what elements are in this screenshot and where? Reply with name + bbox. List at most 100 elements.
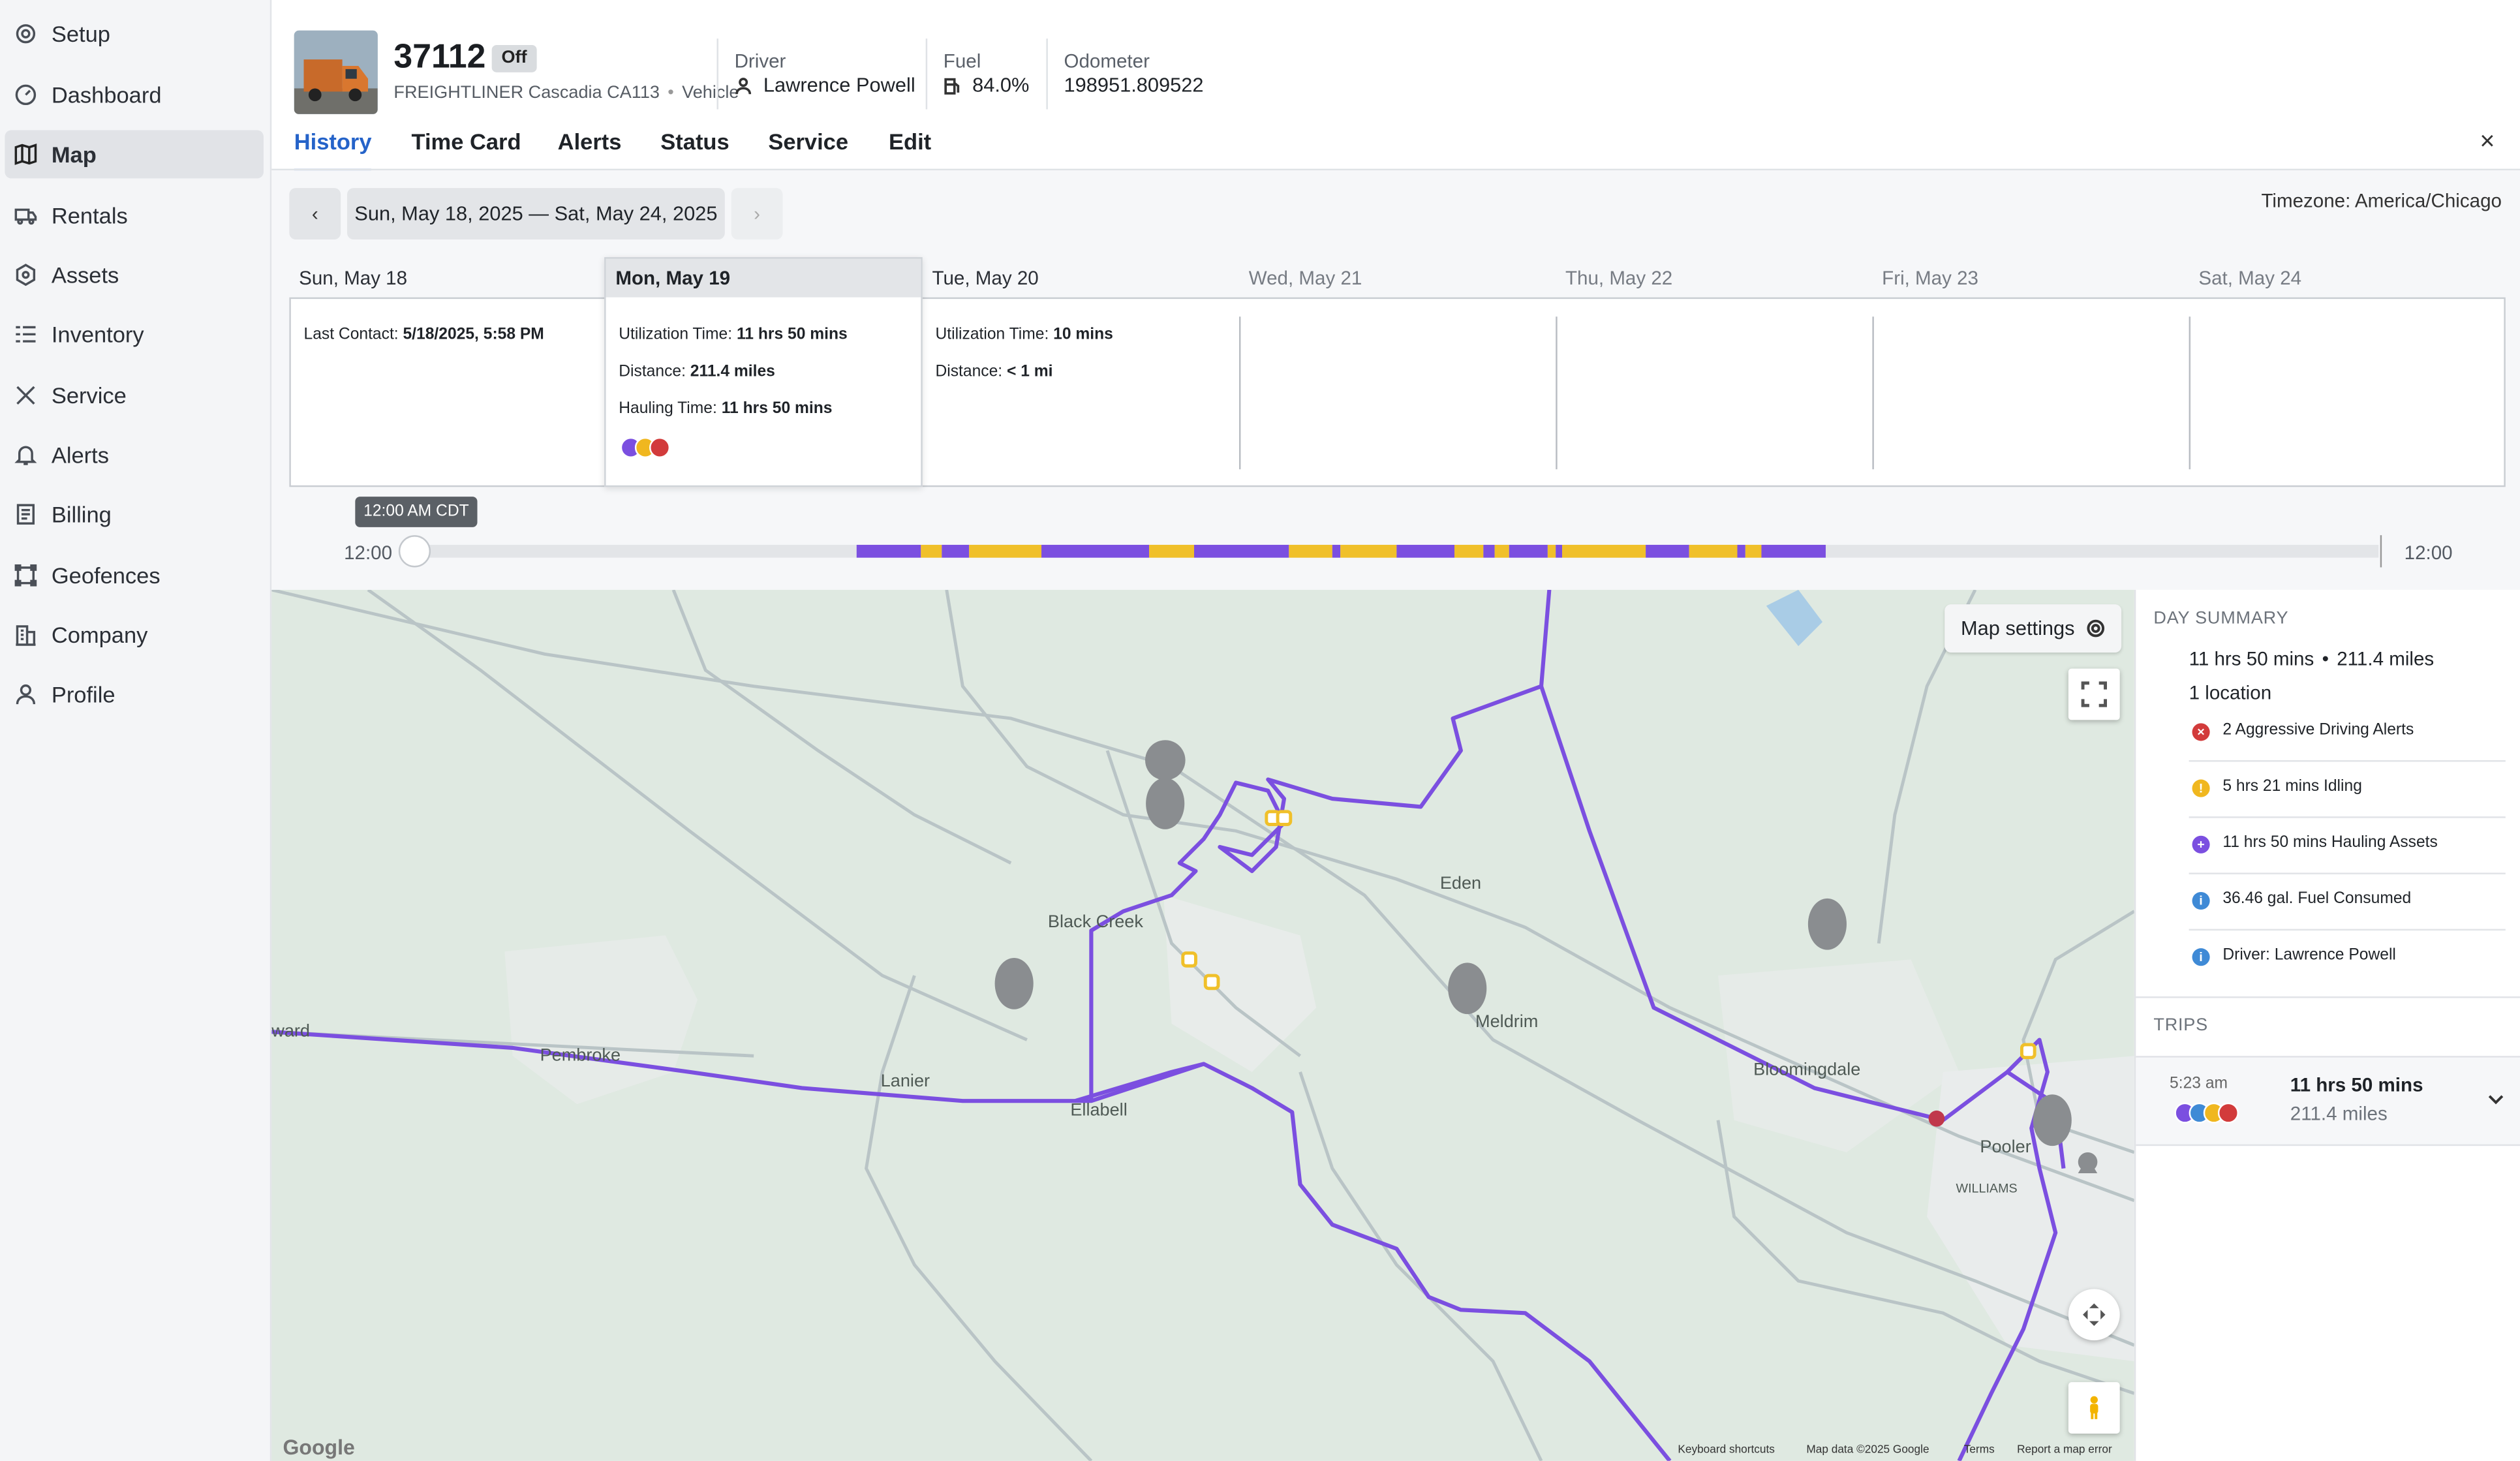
day-summary-locations: 1 location (2189, 681, 2272, 704)
map-view[interactable]: Black Creek Eden Meldrim Bloomingdale Pe… (271, 589, 2134, 1461)
trip-row[interactable] (2136, 1056, 2520, 1146)
sidebar-item-label: Geofences (51, 562, 161, 589)
day-divider (2189, 316, 2191, 470)
sidebar: Setup Dashboard Map Rentals Assets Inven… (0, 0, 272, 1461)
user-icon (735, 76, 752, 94)
summary-row-fuel: i 36.46 gal. Fuel Consumed (2189, 872, 2506, 931)
timeline-end-label: 12:00 (2404, 542, 2453, 564)
idle-segment (969, 544, 1042, 558)
sidebar-item-label: Dashboard (51, 82, 162, 108)
sidebar-item-inventory[interactable]: Inventory (5, 310, 264, 358)
day-header-sat[interactable]: Sat, May 24 (2198, 266, 2302, 290)
tab-edit[interactable]: Edit (889, 129, 932, 155)
tab-alerts[interactable]: Alerts (557, 129, 622, 155)
place-eden: Eden (1439, 874, 1482, 894)
map-canvas (271, 589, 2134, 1461)
fullscreen-icon (2081, 681, 2107, 707)
truck-icon (14, 204, 37, 226)
hauling-segment (1396, 544, 1455, 558)
alert-icon (2217, 1102, 2239, 1124)
divider (925, 38, 928, 110)
mon-hauling: Hauling Time: 11 hrs 50 mins (619, 400, 833, 418)
chevron-down-icon[interactable] (2486, 1088, 2506, 1116)
idle-segment (1562, 544, 1646, 558)
day-header-sun[interactable]: Sun, May 18 (299, 266, 408, 290)
fuel-label: Fuel (943, 50, 981, 72)
tue-distance: Distance: < 1 mi (935, 363, 1053, 381)
sidebar-item-company[interactable]: Company (5, 611, 264, 659)
place-bloomingdale: Bloomingdale (1753, 1060, 1861, 1081)
map-settings-button[interactable]: Map settings (1944, 604, 2122, 653)
idle-segment (1689, 544, 1738, 558)
summary-row-aggressive-driving[interactable]: × 2 Aggressive Driving Alerts (2189, 704, 2506, 762)
driver-value[interactable]: Lawrence Powell (735, 74, 915, 97)
hauling-segment (1737, 544, 1745, 558)
place-ellabell: Ellabell (1070, 1101, 1128, 1120)
trip-duration: 11 hrs 50 mins (2290, 1073, 2423, 1096)
sidebar-item-geofences[interactable]: Geofences (5, 551, 264, 600)
sidebar-item-label: Billing (51, 501, 112, 527)
tab-service[interactable]: Service (768, 129, 849, 155)
keyboard-shortcuts-link[interactable]: Keyboard shortcuts (1678, 1445, 1775, 1456)
sidebar-item-label: Map (51, 141, 97, 168)
street-view-pegman[interactable] (2068, 1382, 2120, 1434)
terms-link[interactable]: Terms (1963, 1445, 1995, 1456)
sidebar-item-setup[interactable]: Setup (5, 10, 264, 58)
summary-row-hauling[interactable]: + 11 hrs 50 mins Hauling Assets (2189, 816, 2506, 874)
timeline-scrubber-handle[interactable] (398, 535, 431, 568)
idle-segment (1494, 544, 1509, 558)
unit-id: 37112 (393, 38, 486, 76)
sidebar-item-label: Service (51, 382, 127, 408)
sidebar-item-profile[interactable]: Profile (5, 670, 264, 718)
place-pooler: Pooler (1980, 1137, 2031, 1158)
sidebar-item-dashboard[interactable]: Dashboard (5, 70, 264, 119)
tab-status[interactable]: Status (660, 129, 730, 155)
report-map-error-link[interactable]: Report a map error (2017, 1445, 2112, 1456)
sidebar-item-assets[interactable]: Assets (5, 251, 264, 299)
hauling-segment (1332, 544, 1341, 558)
summary-row-driver: i Driver: Lawrence Powell (2189, 929, 2506, 985)
day-divider (1872, 316, 1874, 470)
status-badge: Off (491, 44, 537, 72)
mon-distance: Distance: 211.4 miles (619, 363, 775, 381)
day-header-wed[interactable]: Wed, May 21 (1248, 266, 1362, 290)
fuel-value: 84.0% (944, 74, 1029, 97)
place-black-creek: Black Creek (1047, 912, 1143, 932)
close-icon[interactable]: × (2480, 129, 2495, 156)
idle-segment (1340, 544, 1397, 558)
tab-history[interactable]: History (294, 129, 372, 172)
day-header-fri[interactable]: Fri, May 23 (1882, 266, 1978, 290)
day-summary-totals: 11 hrs 50 mins • 211.4 miles (2189, 647, 2435, 671)
sidebar-item-alerts[interactable]: Alerts (5, 431, 264, 479)
user-icon (14, 683, 37, 705)
sidebar-item-label: Alerts (51, 442, 109, 468)
sidebar-item-rentals[interactable]: Rentals (5, 191, 264, 239)
sidebar-item-service[interactable]: Service (5, 371, 264, 420)
date-range-picker[interactable]: Sun, May 18, 2025 — Sat, May 24, 2025 (347, 188, 725, 239)
day-header-tue[interactable]: Tue, May 20 (932, 266, 1039, 290)
summary-row-idling[interactable]: ! 5 hrs 21 mins Idling (2189, 760, 2506, 818)
vehicle-subtitle: FREIGHTLINER Cascadia CA113 • Vehicle (393, 84, 739, 103)
mon-event-icons (620, 437, 671, 458)
hauling-segment (1556, 544, 1563, 558)
map-pan-control[interactable] (2068, 1289, 2120, 1341)
hauling-segment (1483, 544, 1495, 558)
idle-segment (1454, 544, 1484, 558)
tab-time-card[interactable]: Time Card (411, 129, 521, 155)
day-header-thu[interactable]: Thu, May 22 (1565, 266, 1673, 290)
hauling-segment (1761, 544, 1826, 558)
info-icon: i (2192, 891, 2210, 910)
fullscreen-button[interactable] (2068, 668, 2120, 720)
trip-distance: 211.4 miles (2290, 1102, 2388, 1126)
next-week-button[interactable]: › (731, 188, 783, 239)
sidebar-item-billing[interactable]: Billing (5, 490, 264, 538)
timeline-track[interactable] (414, 544, 2379, 558)
divider (2136, 996, 2520, 998)
place-lanier: Lanier (880, 1071, 930, 1092)
pan-arrows-icon (2083, 1303, 2106, 1326)
place-ward: ward (271, 1022, 310, 1042)
make-model: FREIGHTLINER Cascadia CA113 (393, 84, 660, 103)
alert-icon: × (2192, 723, 2210, 741)
sidebar-item-map[interactable]: Map (5, 130, 264, 179)
previous-week-button[interactable]: ‹ (289, 188, 341, 239)
